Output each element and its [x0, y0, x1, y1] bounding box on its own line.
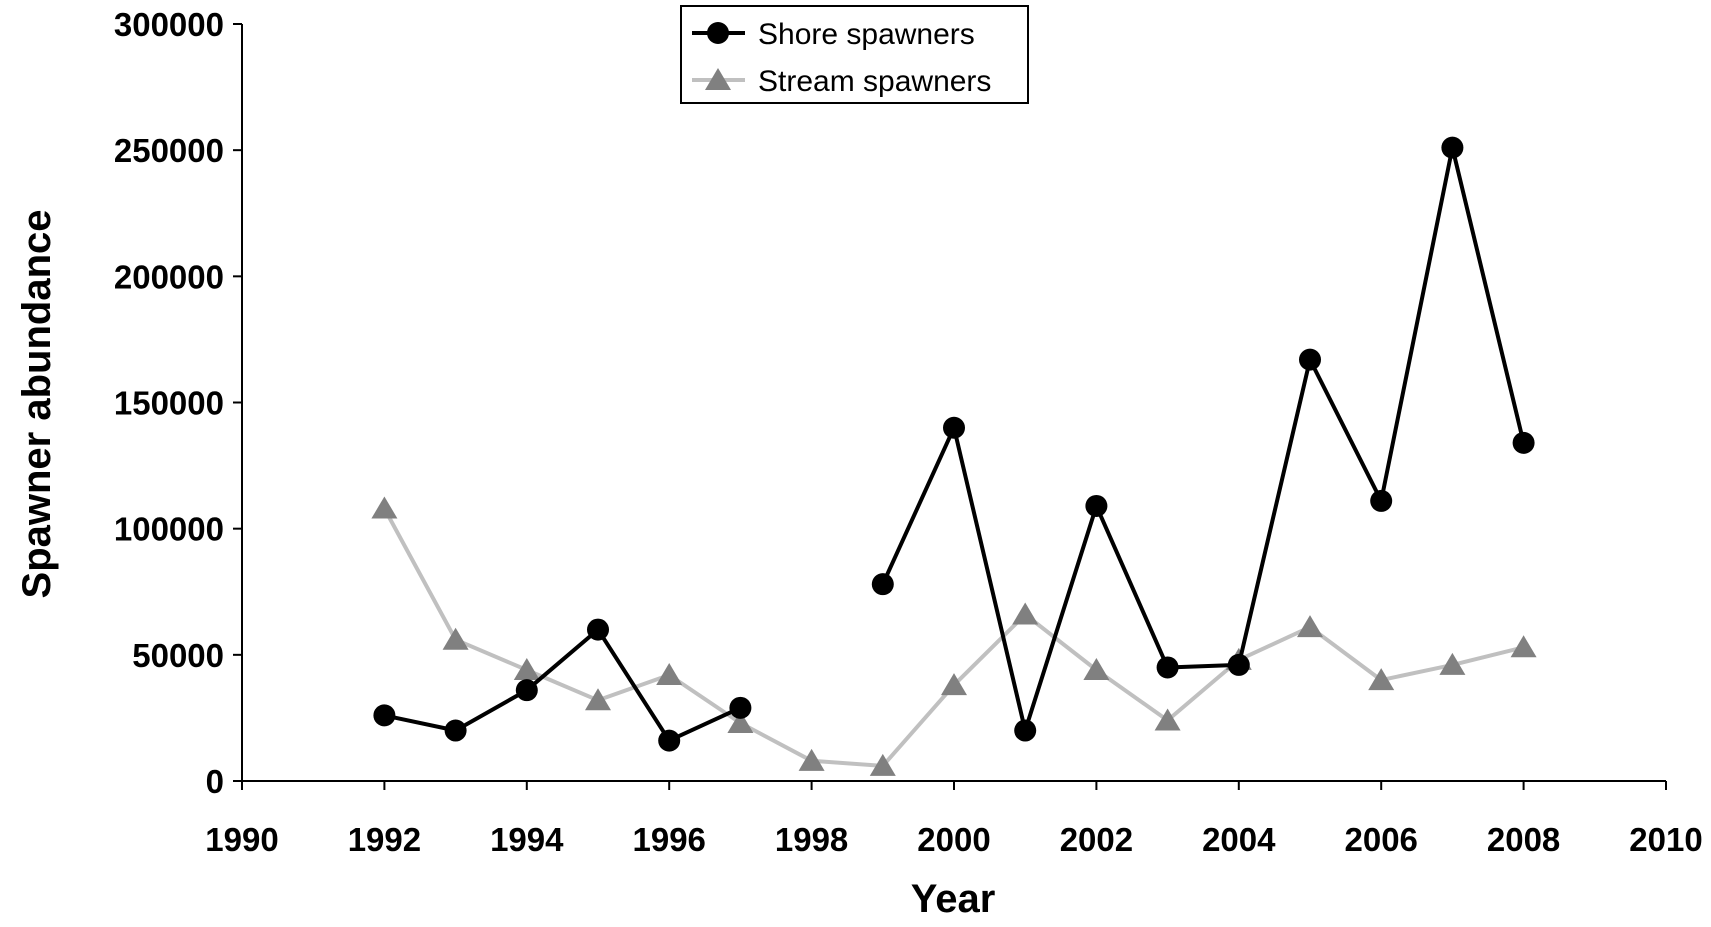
data-point-shore-spawners — [658, 729, 681, 752]
series-layer — [371, 136, 1537, 776]
legend-marker-shore — [707, 22, 729, 44]
x-tick-label: 2000 — [917, 821, 990, 858]
y-axis-title: Spawner abundance — [15, 210, 59, 599]
data-point-stream-spawners — [442, 627, 469, 650]
y-tick-label: 200000 — [114, 258, 224, 295]
series-line-shore-spawners — [880, 145, 1526, 733]
data-point-shore-spawners — [1512, 431, 1535, 454]
x-tick-label: 1998 — [775, 821, 848, 858]
x-tick-label: 1994 — [490, 821, 564, 858]
data-point-stream-spawners — [727, 710, 754, 733]
y-tick-label: 150000 — [114, 385, 224, 422]
data-point-shore-spawners — [1299, 348, 1321, 371]
data-point-shore-spawners — [373, 704, 396, 727]
data-point-stream-spawners — [1012, 602, 1039, 625]
x-tick-label: 2006 — [1344, 821, 1417, 858]
y-tick-label: 100000 — [114, 511, 224, 548]
legend-box — [680, 5, 1029, 104]
y-tick-label: 250000 — [114, 132, 224, 169]
x-tick-label: 2008 — [1487, 821, 1560, 858]
data-point-stream-spawners — [1368, 668, 1395, 691]
data-point-stream-spawners — [941, 673, 967, 696]
data-point-stream-spawners — [869, 753, 896, 776]
x-axis-title: Year — [911, 877, 996, 921]
legend-marker-stream — [705, 68, 731, 90]
data-point-shore-spawners — [1085, 494, 1108, 517]
data-point-shore-spawners — [943, 416, 965, 439]
legend-label-stream: Stream spawners — [758, 65, 991, 98]
data-point-stream-spawners — [1083, 657, 1110, 680]
data-point-stream-spawners — [1297, 615, 1323, 638]
series-shore-spawners — [373, 136, 1535, 752]
y-tick-label: 50000 — [132, 637, 224, 674]
data-point-shore-spawners — [515, 679, 538, 702]
data-point-stream-spawners — [1439, 652, 1466, 675]
legend-label-shore: Shore spawners — [758, 18, 975, 51]
x-tick-label: 1992 — [348, 821, 421, 858]
x-tick-label: 2004 — [1202, 821, 1276, 858]
data-point-stream-spawners — [1510, 635, 1537, 658]
y-tick-label: 300000 — [114, 6, 224, 43]
x-tick-label: 1996 — [632, 821, 705, 858]
data-point-shore-spawners — [444, 719, 467, 742]
series-stream-spawners — [371, 496, 1537, 776]
data-point-shore-spawners — [871, 573, 894, 596]
data-point-stream-spawners — [656, 663, 683, 686]
data-point-shore-spawners — [1227, 653, 1250, 676]
x-ticks: 1990 1992 1994 1996 1998 2000 2002 2004 2006 2008… — [205, 781, 1703, 858]
data-point-stream-spawners — [585, 688, 611, 711]
x-tick-label: 2002 — [1060, 821, 1133, 858]
data-point-shore-spawners — [1370, 489, 1393, 512]
x-tick-label: 2010 — [1629, 821, 1702, 858]
data-point-stream-spawners — [513, 657, 540, 680]
y-ticks: 0 50000 100000 150000 200000 250000 300000 — [114, 6, 242, 800]
data-point-shore-spawners — [729, 696, 752, 719]
data-point-stream-spawners — [371, 496, 398, 519]
data-point-shore-spawners — [1441, 136, 1464, 159]
y-tick-label: 0 — [206, 763, 224, 800]
series-line-stream-spawners — [382, 507, 1525, 768]
axes: 1990 1992 1994 1996 1998 2000 2002 2004 2006 2008… — [114, 6, 1703, 858]
legend: Shore spawners Stream spawners — [680, 5, 1029, 104]
data-point-stream-spawners — [1154, 708, 1181, 731]
data-point-shore-spawners — [587, 618, 609, 641]
series-line-shore-spawners — [383, 627, 742, 743]
data-point-shore-spawners — [1156, 656, 1179, 679]
data-point-shore-spawners — [1014, 719, 1037, 742]
data-point-stream-spawners — [798, 748, 825, 771]
x-tick-label: 1990 — [205, 821, 278, 858]
